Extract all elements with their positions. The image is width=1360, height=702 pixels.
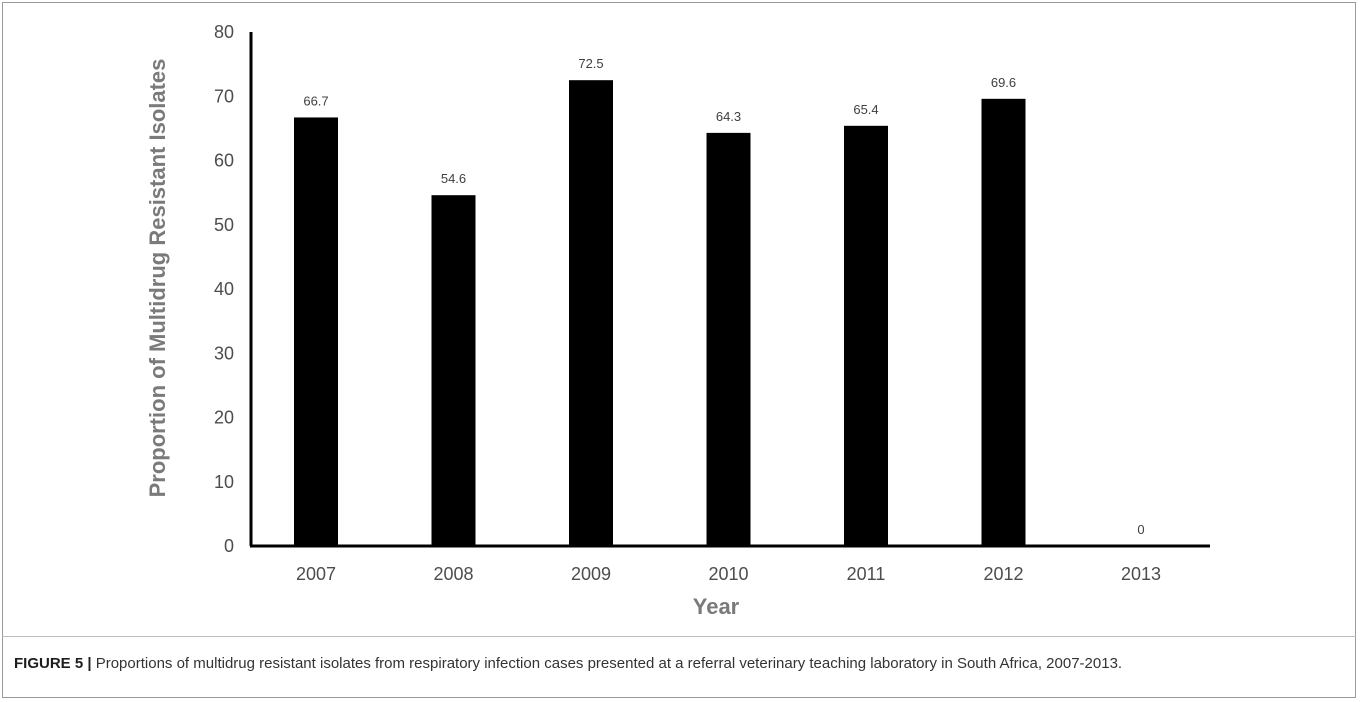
- bar-2007: [294, 117, 338, 546]
- data-label-2010: 64.3: [716, 109, 741, 124]
- y-tick-label-30: 30: [214, 343, 234, 363]
- data-label-2013: 0: [1137, 522, 1144, 537]
- caption-divider: [2, 636, 1356, 637]
- data-label-2008: 54.6: [441, 171, 466, 186]
- x-tick-label-2009: 2009: [571, 564, 611, 584]
- y-tick-label-0: 0: [224, 536, 234, 556]
- data-label-2009: 72.5: [578, 56, 603, 71]
- y-tick-labels-group: 0 10 20 30 40 50 60 70 80: [214, 22, 234, 556]
- data-label-2011: 65.4: [853, 102, 878, 117]
- bar-2011: [844, 125, 888, 547]
- bar-chart: 66.7 54.6 72.5 64.3 65.4 69.6 0 0 10 20 30 40 50 60 7…: [145, 22, 1210, 619]
- y-tick-label-80: 80: [214, 22, 234, 42]
- x-tick-label-2008: 2008: [433, 564, 473, 584]
- y-axis-title: Proportion of Multidrug Resistant Isolat…: [145, 59, 170, 498]
- data-label-2012: 69.6: [991, 75, 1016, 90]
- x-tick-label-2010: 2010: [708, 564, 748, 584]
- x-axis-title: Year: [693, 594, 740, 619]
- x-tick-label-2013: 2013: [1121, 564, 1161, 584]
- data-labels-group: 66.7 54.6 72.5 64.3 65.4 69.6 0: [303, 56, 1144, 537]
- x-tick-label-2012: 2012: [983, 564, 1023, 584]
- x-tick-label-2011: 2011: [847, 564, 886, 584]
- x-tick-label-2007: 2007: [296, 564, 336, 584]
- x-tick-labels-group: 2007 2008 2009 2010 2011 2012 2013: [296, 564, 1161, 584]
- y-tick-label-60: 60: [214, 151, 234, 171]
- bar-2008: [431, 195, 476, 546]
- data-label-2007: 66.7: [303, 93, 328, 108]
- bar-2012: [981, 98, 1026, 546]
- y-tick-label-20: 20: [214, 408, 234, 428]
- caption-text: Proportions of multidrug resistant isola…: [95, 655, 1123, 672]
- bar-2009: [569, 80, 613, 546]
- y-tick-label-70: 70: [214, 86, 234, 106]
- y-tick-label-10: 10: [214, 472, 234, 492]
- caption-label: FIGURE 5 |: [14, 655, 92, 672]
- bar-2010: [706, 132, 751, 546]
- bars-group: [294, 80, 1026, 547]
- y-tick-label-40: 40: [214, 279, 234, 299]
- y-tick-label-50: 50: [214, 215, 234, 235]
- figure-caption: FIGURE 5 | Proportions of multidrug resi…: [14, 653, 1334, 674]
